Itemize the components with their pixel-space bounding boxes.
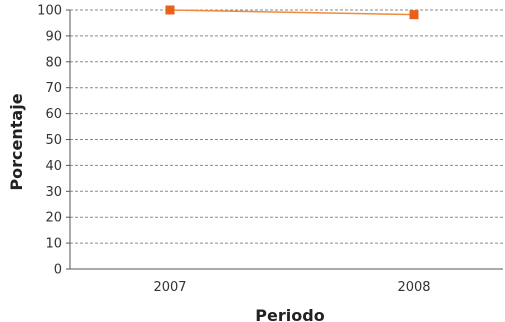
y-axis-ticks: 0 10 20 30 40 50 60 70 80 90 100: [37, 4, 70, 278]
x-tick-label: 2007: [153, 280, 186, 295]
y-tick-label: 70: [45, 81, 62, 96]
y-axis-title: Porcentaje: [7, 93, 26, 190]
x-axis-title: Periodo: [255, 306, 324, 322]
y-tick-label: 80: [45, 55, 62, 70]
y-tick-label: 20: [45, 211, 62, 226]
series-line: [169, 9, 415, 16]
data-point: [409, 10, 419, 20]
y-tick-label: 60: [45, 107, 62, 122]
y-tick-label: 0: [54, 263, 62, 278]
y-tick-label: 30: [45, 185, 62, 200]
y-tick-label: 90: [45, 29, 62, 44]
x-axis-ticks: 2007 2008: [153, 280, 430, 295]
y-tick-label: 10: [45, 237, 62, 252]
y-tick-label: 40: [45, 159, 62, 174]
y-tick-label: 50: [45, 133, 62, 148]
y-tick-label: 100: [37, 4, 62, 19]
data-point: [165, 5, 175, 15]
x-tick-label: 2008: [397, 280, 430, 295]
grid-lines: [70, 9, 503, 244]
series-group: [165, 5, 419, 20]
